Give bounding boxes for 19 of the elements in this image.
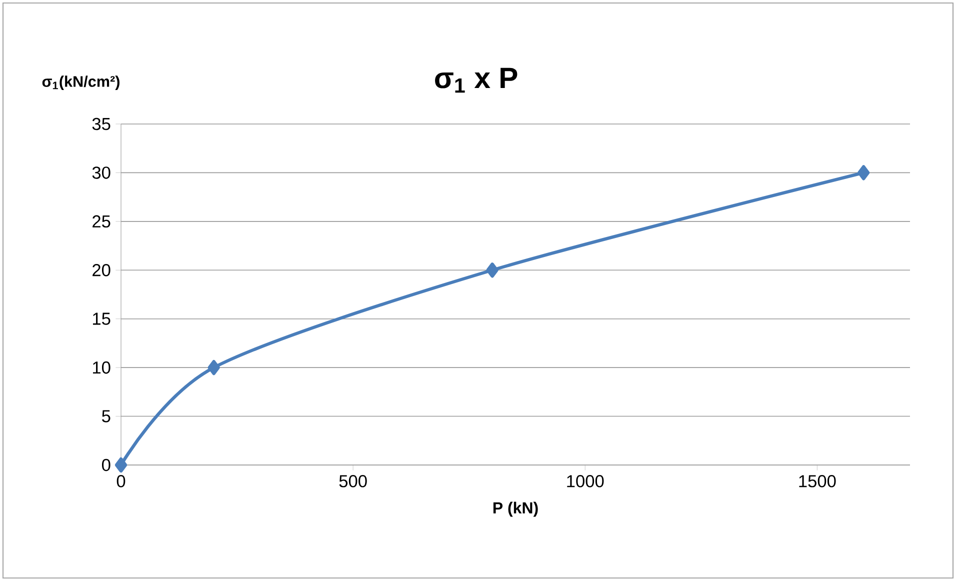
point	[114, 457, 128, 473]
y-tick-label: 30	[92, 166, 110, 179]
chart-title: σ$_{1}$ x P	[435, 68, 518, 93]
y-tick-label: 15	[93, 312, 110, 325]
point	[486, 262, 498, 278]
x-tick-label: 500	[339, 475, 367, 488]
x-tick-label: 1000	[567, 475, 604, 488]
y-tick-label: 25	[92, 215, 110, 228]
y-tick-label: 10	[93, 361, 110, 374]
x-tick-label: 0	[116, 475, 126, 488]
y-tick-label: 0	[102, 458, 110, 472]
x-axis-title: P (kN)	[493, 502, 538, 517]
point	[857, 165, 870, 180]
y-axis-title: σ$_{1}$(kN/cm²)	[42, 76, 120, 90]
y-tick-label: 5	[102, 410, 110, 422]
y-tick-label: 35	[92, 118, 110, 130]
y-tick-label: 20	[92, 264, 110, 276]
x-tick-label: 1500	[799, 475, 836, 488]
point	[208, 360, 220, 376]
